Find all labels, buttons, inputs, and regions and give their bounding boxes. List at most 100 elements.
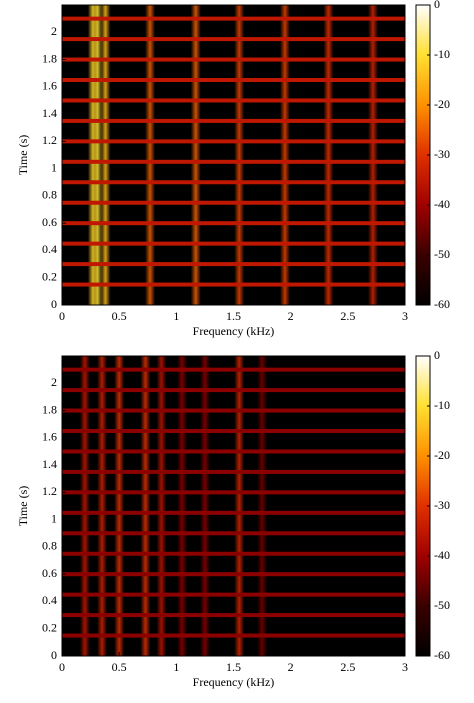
frame-row xyxy=(62,429,405,433)
y-tick-label: 0.8 xyxy=(42,539,57,553)
x-tick-label: 2.5 xyxy=(340,309,355,323)
x-axis-label: Frequency (kHz) xyxy=(193,324,275,338)
frame-row xyxy=(62,367,405,372)
peak-streak xyxy=(367,5,378,305)
x-tick-label: 1.5 xyxy=(226,660,241,674)
frame-row xyxy=(62,57,405,62)
peak-streak xyxy=(234,356,245,656)
y-tick-label: 1.6 xyxy=(42,79,57,93)
frame-row xyxy=(62,16,405,21)
y-tick-label: 1.8 xyxy=(42,402,57,416)
peak-streak xyxy=(279,5,290,305)
x-tick-label: 2 xyxy=(288,309,294,323)
peak-streak xyxy=(177,356,188,656)
plot-background xyxy=(62,356,405,656)
frame-row xyxy=(62,221,405,226)
colorbar-tick-label: 0 xyxy=(434,348,440,362)
frame-row xyxy=(62,633,405,638)
frame-row xyxy=(62,408,405,413)
frame-row xyxy=(62,159,405,164)
peak-streak xyxy=(140,356,151,656)
y-tick-label: 0.4 xyxy=(42,593,57,607)
colorbar-tick-label: -40 xyxy=(434,548,450,562)
x-tick-label: 2.5 xyxy=(340,660,355,674)
colorbar-tick-label: -10 xyxy=(434,398,450,412)
y-tick-label: 1.2 xyxy=(42,133,57,147)
x-tick-label: 0 xyxy=(59,660,65,674)
frame-row xyxy=(62,118,405,123)
y-tick-label: 0.4 xyxy=(42,242,57,256)
peak-streak xyxy=(156,356,167,656)
colorbar-tick-label: -10 xyxy=(434,47,450,61)
colorbar-tick-label: -60 xyxy=(434,297,450,311)
frame-row xyxy=(62,139,405,144)
frame-row xyxy=(62,510,405,515)
plot-area xyxy=(62,356,405,656)
y-tick-label: 0 xyxy=(51,648,57,662)
peak-streak xyxy=(257,356,268,656)
y-tick-label: 0.2 xyxy=(42,269,57,283)
x-tick-label: 2 xyxy=(288,660,294,674)
y-tick-label: 0.6 xyxy=(42,215,57,229)
frame-row xyxy=(62,531,405,536)
frame-row xyxy=(62,98,405,103)
colorbar-tick-label: 0 xyxy=(434,0,440,11)
plot-area xyxy=(62,5,405,305)
y-tick-label: 1 xyxy=(51,160,57,174)
x-tick-label: 1.5 xyxy=(226,309,241,323)
frame-row xyxy=(62,241,405,246)
y-axis-label: Time (s) xyxy=(16,486,30,527)
peak-streak xyxy=(199,356,210,656)
peak-streak xyxy=(323,5,334,305)
y-tick-label: 1.2 xyxy=(42,484,57,498)
colorbar-tick-label: -30 xyxy=(434,498,450,512)
frame-row xyxy=(62,388,405,393)
frame-row xyxy=(62,572,405,577)
y-axis-label: Time (s) xyxy=(16,135,30,176)
x-tick-label: 3 xyxy=(402,309,408,323)
frame-row xyxy=(62,592,405,597)
colorbar-tick-label: -60 xyxy=(434,648,450,662)
x-tick-label: 1 xyxy=(173,309,179,323)
y-tick-label: 0.6 xyxy=(42,566,57,580)
colorbar-tick-label: -20 xyxy=(434,448,450,462)
y-tick-label: 2 xyxy=(51,375,57,389)
x-tick-label: 0.5 xyxy=(112,309,127,323)
frame-row xyxy=(62,551,405,556)
x-tick-label: 1 xyxy=(173,660,179,674)
peak-streak xyxy=(100,5,111,305)
y-tick-label: 1.4 xyxy=(42,106,57,120)
peak-streak xyxy=(114,356,125,656)
y-tick-label: 0.8 xyxy=(42,188,57,202)
x-tick-label: 0 xyxy=(59,309,65,323)
y-tick-label: 1.6 xyxy=(42,430,57,444)
peak-streak xyxy=(79,356,90,656)
frame-row xyxy=(62,180,405,185)
frame-row xyxy=(62,200,405,205)
peak-streak xyxy=(92,5,103,305)
x-axis-label: Frequency (kHz) xyxy=(193,675,275,689)
colorbar-tick-label: -50 xyxy=(434,598,450,612)
y-tick-label: 0 xyxy=(51,297,57,311)
peak-streak xyxy=(234,5,245,305)
colorbar-tick-label: -20 xyxy=(434,97,450,111)
peak-streak xyxy=(145,5,156,305)
frame-row xyxy=(62,282,405,287)
y-tick-label: 1.4 xyxy=(42,457,57,471)
colorbar-tick-label: -30 xyxy=(434,147,450,161)
frame-row xyxy=(62,37,405,42)
y-tick-label: 1 xyxy=(51,511,57,525)
frame-row xyxy=(62,78,405,82)
frame-row xyxy=(62,490,405,495)
peak-streak xyxy=(190,5,201,305)
colorbar-tick-label: -50 xyxy=(434,247,450,261)
peak-streak xyxy=(97,356,108,656)
x-tick-label: 3 xyxy=(402,660,408,674)
x-tick-label: 0.5 xyxy=(112,660,127,674)
y-tick-label: 1.8 xyxy=(42,51,57,65)
y-tick-label: 0.2 xyxy=(42,620,57,634)
frame-row xyxy=(62,449,405,454)
plot-background xyxy=(62,5,405,305)
frame-row xyxy=(62,262,405,267)
